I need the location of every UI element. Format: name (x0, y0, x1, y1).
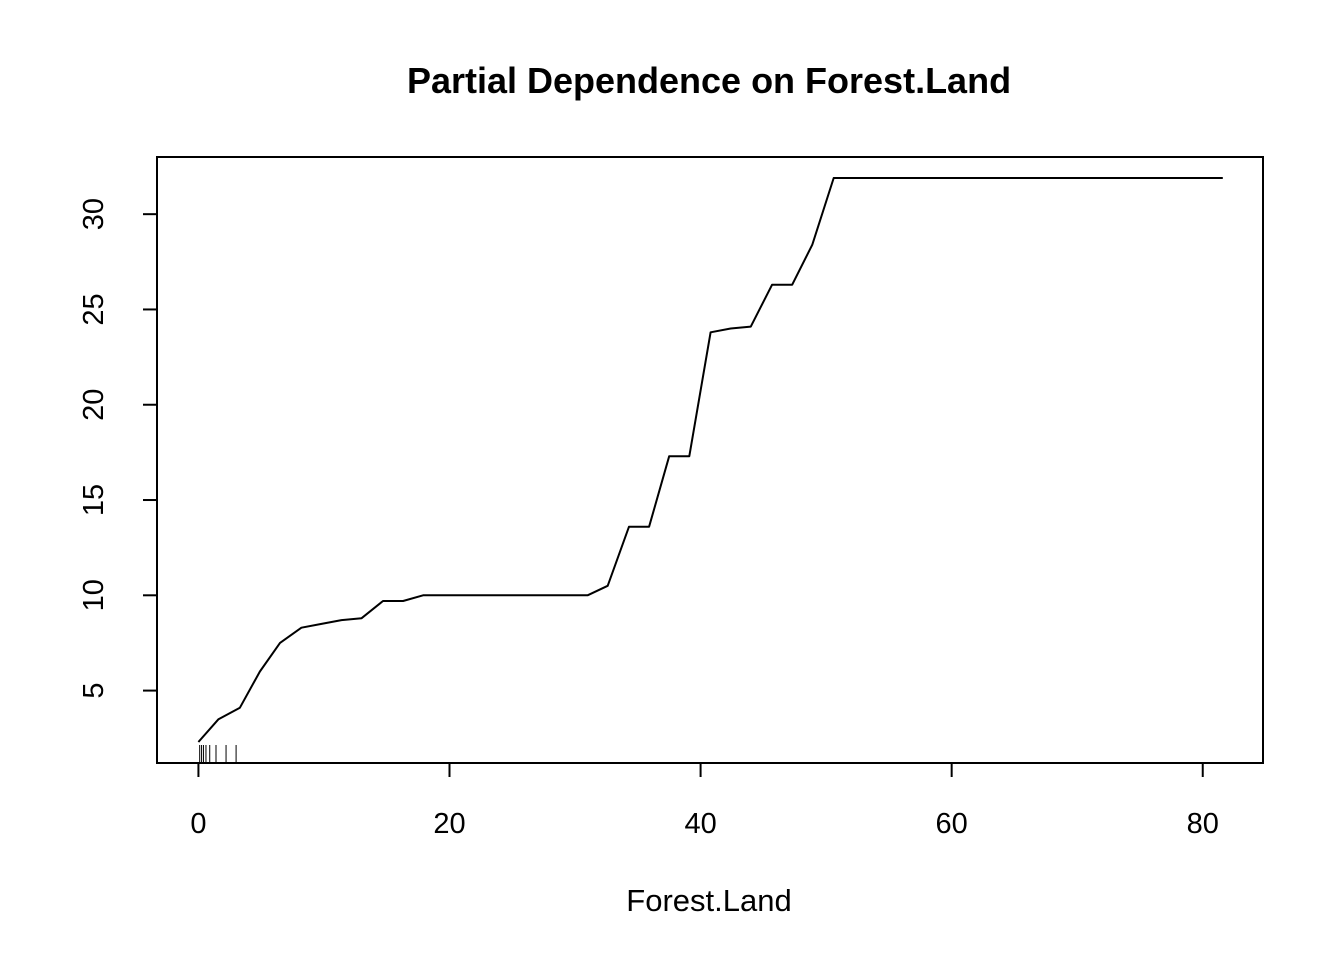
chart-title: Partial Dependence on Forest.Land (407, 60, 1011, 101)
x-tick-label: 40 (684, 808, 716, 840)
y-tick-label: 10 (78, 579, 110, 611)
x-tick-label: 0 (190, 808, 206, 840)
y-tick-label: 20 (78, 389, 110, 421)
x-axis: 0 20 40 60 80 (190, 763, 1219, 840)
y-tick-label: 25 (78, 293, 110, 325)
y-tick-label: 30 (78, 198, 110, 230)
series-line (197, 177, 1223, 743)
x-axis-label: Forest.Land (626, 883, 791, 918)
rug-marks (199, 745, 237, 763)
y-tick-label: 5 (78, 683, 110, 699)
x-tick-label: 20 (433, 808, 465, 840)
series-group (197, 177, 1223, 743)
y-axis: 5 10 15 20 25 30 (78, 198, 157, 699)
plot-frame (156, 156, 1264, 764)
x-tick-label: 80 (1187, 808, 1219, 840)
x-tick-label: 60 (936, 808, 968, 840)
y-tick-label: 15 (78, 484, 110, 516)
